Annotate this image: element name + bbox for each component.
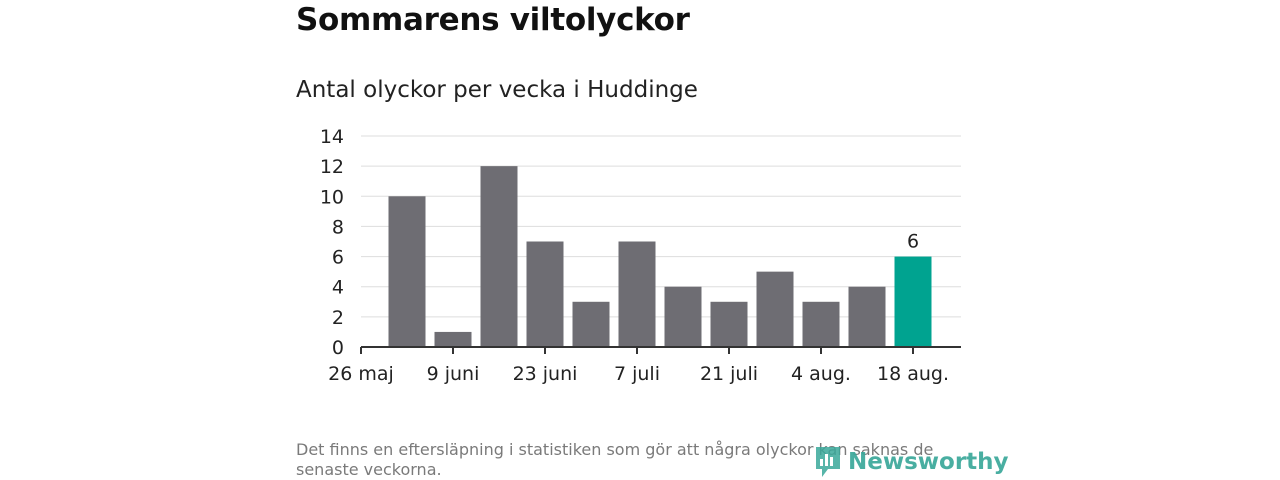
bar [572,301,610,347]
y-tick-label: 8 [332,216,344,238]
logo-text: Newsworthy [848,449,1009,475]
y-tick-label: 14 [320,126,344,148]
newsworthy-logo: Newsworthy [814,445,1009,479]
y-tick-label: 4 [332,277,344,299]
bar [710,301,748,347]
bar [434,331,472,347]
bar-chart: 0 2 4 6 8 10 12 14 6 26 maj 9 juni 23 juni 7 juli 21 … [320,126,961,385]
x-tick-label: 21 juli [700,363,758,385]
data-label: 6 [907,231,919,253]
bar-chart-speech-bubble-icon [816,447,840,477]
bar-highlight [894,256,932,347]
bar [848,286,886,347]
bar [664,286,702,347]
chart-subtitle: Antal olyckor per vecka i Huddinge [296,77,698,103]
bar [618,241,656,347]
x-tick-label: 9 juni [427,363,480,385]
y-tick-label: 6 [332,247,344,269]
footnote: Det finns en eftersläpning i statistiken… [296,440,934,479]
x-tick-label: 18 aug. [877,363,949,385]
y-tick-label: 2 [332,307,344,329]
bar [388,196,426,347]
x-tick-label: 4 aug. [791,363,851,385]
page-title: Sommarens viltolyckor [296,2,690,38]
x-tick-label: 23 juni [513,363,578,385]
y-tick-label: 12 [320,156,344,178]
bar [802,301,840,347]
x-tick-label: 26 maj [328,363,394,385]
x-tick-label: 7 juli [614,363,660,385]
bar [756,271,794,347]
y-tick-label: 0 [332,337,344,359]
y-tick-label: 10 [320,186,344,208]
bar [480,166,518,347]
bar [526,241,564,347]
